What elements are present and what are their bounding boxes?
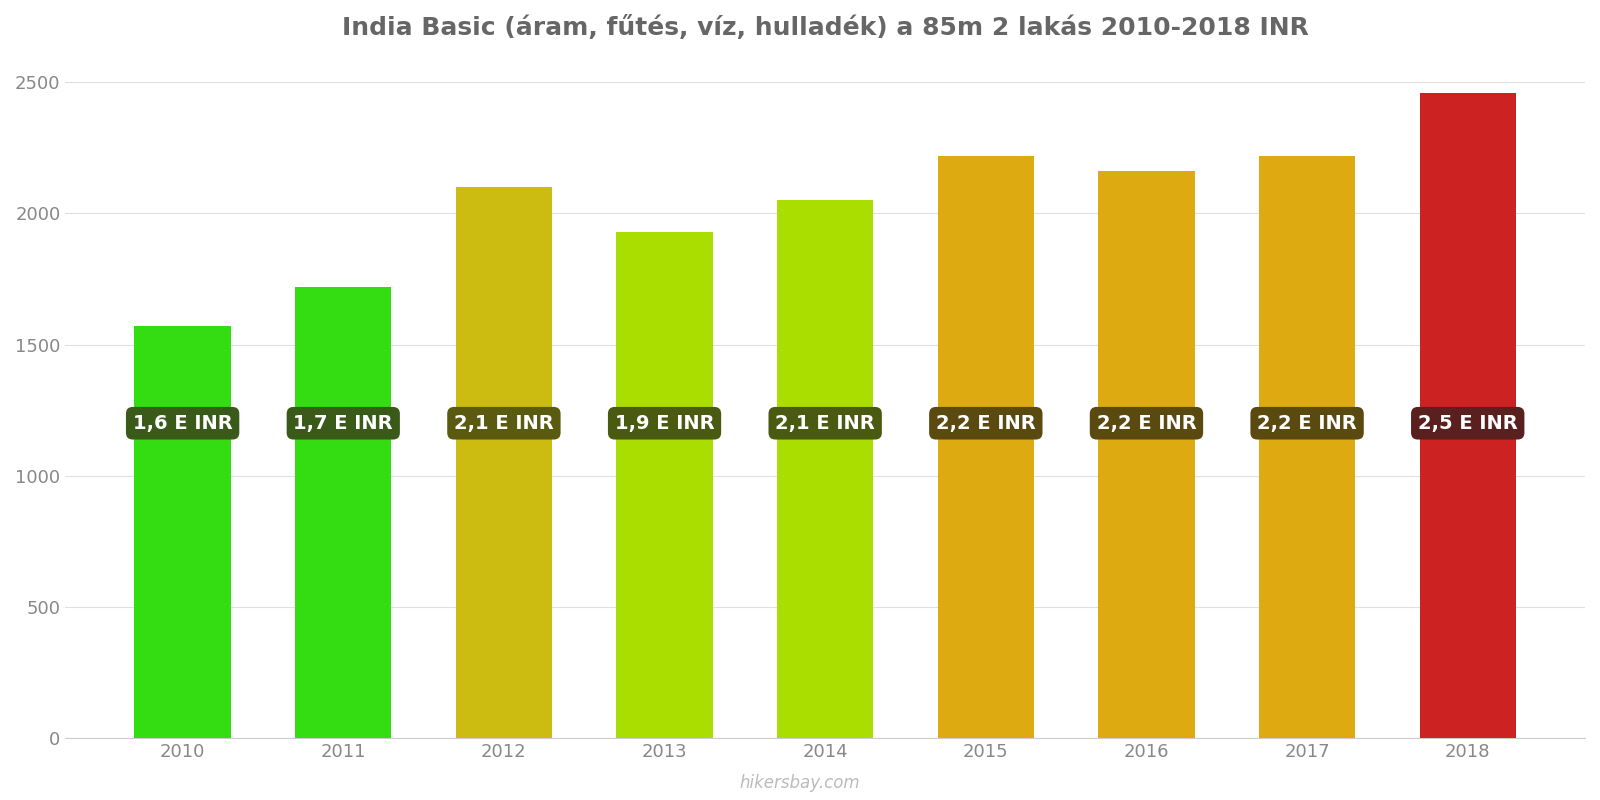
Bar xyxy=(1259,155,1355,738)
Bar xyxy=(294,286,392,738)
Text: 2,1 E INR: 2,1 E INR xyxy=(776,414,875,433)
Text: 2,5 E INR: 2,5 E INR xyxy=(1418,414,1518,433)
Bar xyxy=(938,155,1034,738)
Text: 2,2 E INR: 2,2 E INR xyxy=(936,414,1035,433)
Text: 2,1 E INR: 2,1 E INR xyxy=(454,414,554,433)
Title: India Basic (áram, fűtés, víz, hulladék) a 85m 2 lakás 2010-2018 INR: India Basic (áram, fűtés, víz, hulladék)… xyxy=(342,15,1309,40)
Text: 1,9 E INR: 1,9 E INR xyxy=(614,414,714,433)
Bar xyxy=(616,232,712,738)
Text: 2,2 E INR: 2,2 E INR xyxy=(1258,414,1357,433)
Bar xyxy=(778,200,874,738)
Text: hikersbay.com: hikersbay.com xyxy=(739,774,861,792)
Text: 2,2 E INR: 2,2 E INR xyxy=(1096,414,1197,433)
Bar xyxy=(1419,93,1515,738)
Bar xyxy=(1098,171,1195,738)
Text: 1,6 E INR: 1,6 E INR xyxy=(133,414,232,433)
Bar xyxy=(134,326,230,738)
Text: 1,7 E INR: 1,7 E INR xyxy=(293,414,394,433)
Bar xyxy=(456,187,552,738)
